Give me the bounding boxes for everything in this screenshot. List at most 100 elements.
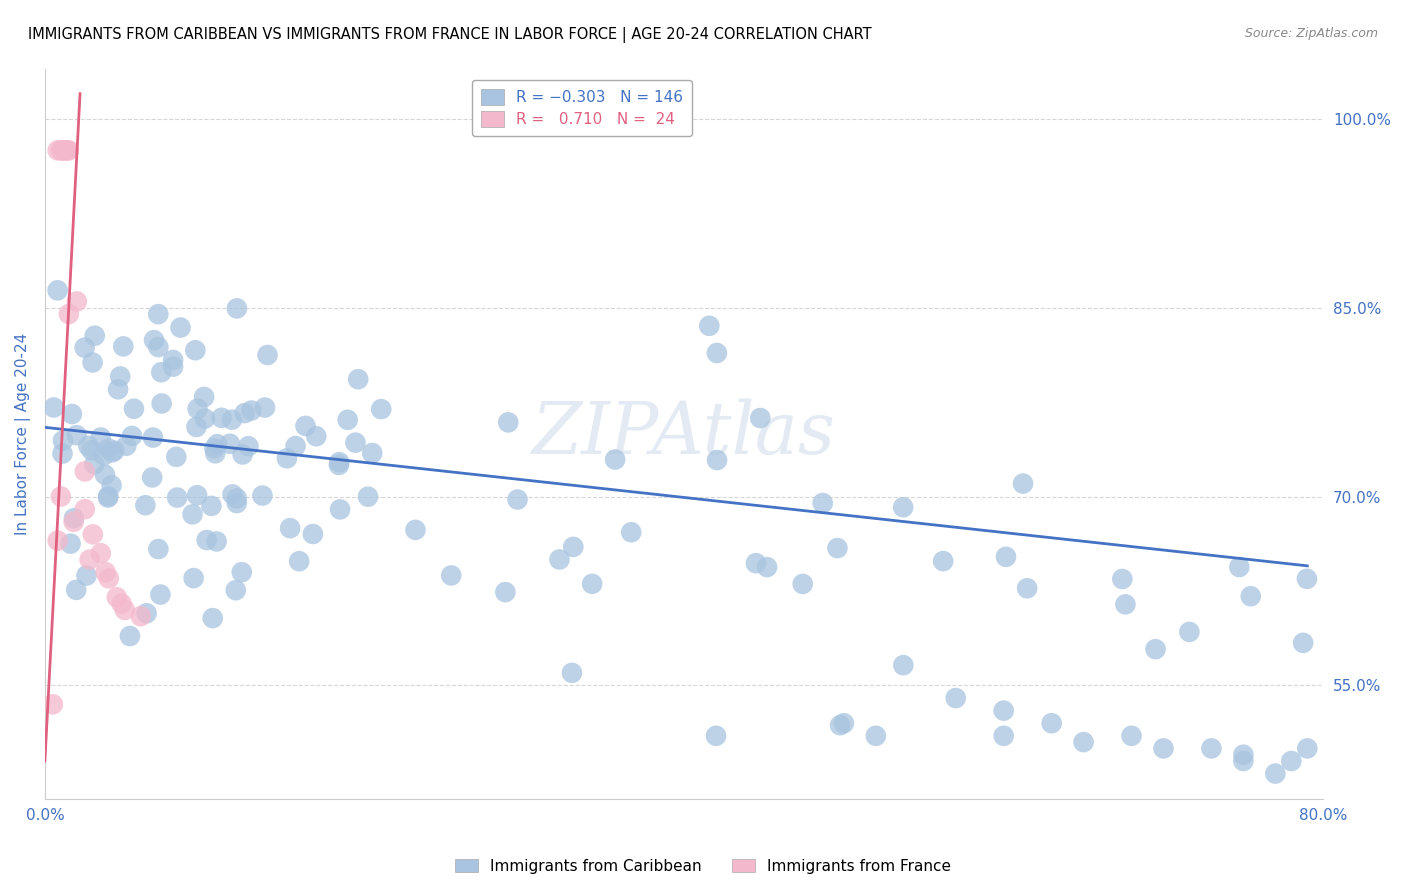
Point <box>756 560 779 574</box>
Point <box>114 603 136 617</box>
Point <box>811 496 834 510</box>
Point <box>183 571 205 585</box>
Point <box>46 533 69 548</box>
Point <box>97 491 120 505</box>
Point <box>221 487 243 501</box>
Point <box>83 328 105 343</box>
Point <box>184 343 207 358</box>
Point <box>336 413 359 427</box>
Point <box>58 307 80 321</box>
Point <box>187 401 209 416</box>
Point <box>73 502 96 516</box>
Point <box>256 348 278 362</box>
Point <box>105 591 128 605</box>
Point <box>94 565 117 579</box>
Point <box>288 554 311 568</box>
Point <box>150 365 173 379</box>
Point <box>79 552 101 566</box>
Point <box>97 571 120 585</box>
Point <box>51 446 73 460</box>
Point <box>143 333 166 347</box>
Point <box>562 540 585 554</box>
Point <box>225 583 247 598</box>
Point <box>49 490 72 504</box>
Point <box>561 665 583 680</box>
Point <box>233 406 256 420</box>
Point <box>202 442 225 456</box>
Point <box>82 355 104 369</box>
Point <box>1153 741 1175 756</box>
Point <box>93 449 115 463</box>
Point <box>165 450 187 464</box>
Legend: Immigrants from Caribbean, Immigrants from France: Immigrants from Caribbean, Immigrants fr… <box>449 853 957 880</box>
Point <box>749 411 772 425</box>
Point <box>706 453 728 467</box>
Point <box>361 446 384 460</box>
Point <box>211 410 233 425</box>
Point <box>66 294 89 309</box>
Point <box>221 412 243 426</box>
Point <box>193 390 215 404</box>
Point <box>46 283 69 297</box>
Point <box>945 691 967 706</box>
Point <box>1279 754 1302 768</box>
Point <box>830 718 852 732</box>
Point <box>1264 766 1286 780</box>
Point <box>75 568 97 582</box>
Point <box>370 402 392 417</box>
Point <box>56 144 79 158</box>
Text: Source: ZipAtlas.com: Source: ZipAtlas.com <box>1244 27 1378 40</box>
Point <box>162 353 184 368</box>
Point <box>97 442 120 456</box>
Point <box>706 346 728 360</box>
Point <box>1240 589 1263 603</box>
Point <box>620 525 643 540</box>
Point <box>1144 642 1167 657</box>
Point <box>328 455 350 469</box>
Point <box>993 704 1015 718</box>
Point <box>129 609 152 624</box>
Point <box>110 597 132 611</box>
Point <box>83 458 105 472</box>
Point <box>149 588 172 602</box>
Point <box>58 144 80 158</box>
Point <box>347 372 370 386</box>
Point <box>150 396 173 410</box>
Point <box>148 542 170 557</box>
Point <box>231 565 253 579</box>
Point <box>103 443 125 458</box>
Point <box>90 546 112 560</box>
Point <box>65 582 87 597</box>
Point <box>329 502 352 516</box>
Point <box>49 144 72 158</box>
Point <box>112 339 135 353</box>
Point <box>62 515 84 529</box>
Point <box>59 536 82 550</box>
Point <box>186 488 208 502</box>
Y-axis label: In Labor Force | Age 20-24: In Labor Force | Age 20-24 <box>15 333 31 535</box>
Point <box>121 429 143 443</box>
Point <box>827 541 849 555</box>
Point <box>122 401 145 416</box>
Point <box>305 429 328 443</box>
Point <box>219 437 242 451</box>
Point <box>548 552 571 566</box>
Point <box>328 458 350 472</box>
Point <box>302 527 325 541</box>
Point <box>1121 729 1143 743</box>
Point <box>94 467 117 482</box>
Point <box>1296 741 1319 756</box>
Point <box>494 585 516 599</box>
Point <box>142 431 165 445</box>
Point <box>496 416 519 430</box>
Point <box>97 489 120 503</box>
Point <box>1040 716 1063 731</box>
Point <box>52 434 75 448</box>
Point <box>506 492 529 507</box>
Point <box>1201 741 1223 756</box>
Point <box>195 533 218 547</box>
Point <box>440 568 463 582</box>
Point <box>205 534 228 549</box>
Point <box>1227 560 1250 574</box>
Point <box>42 698 65 712</box>
